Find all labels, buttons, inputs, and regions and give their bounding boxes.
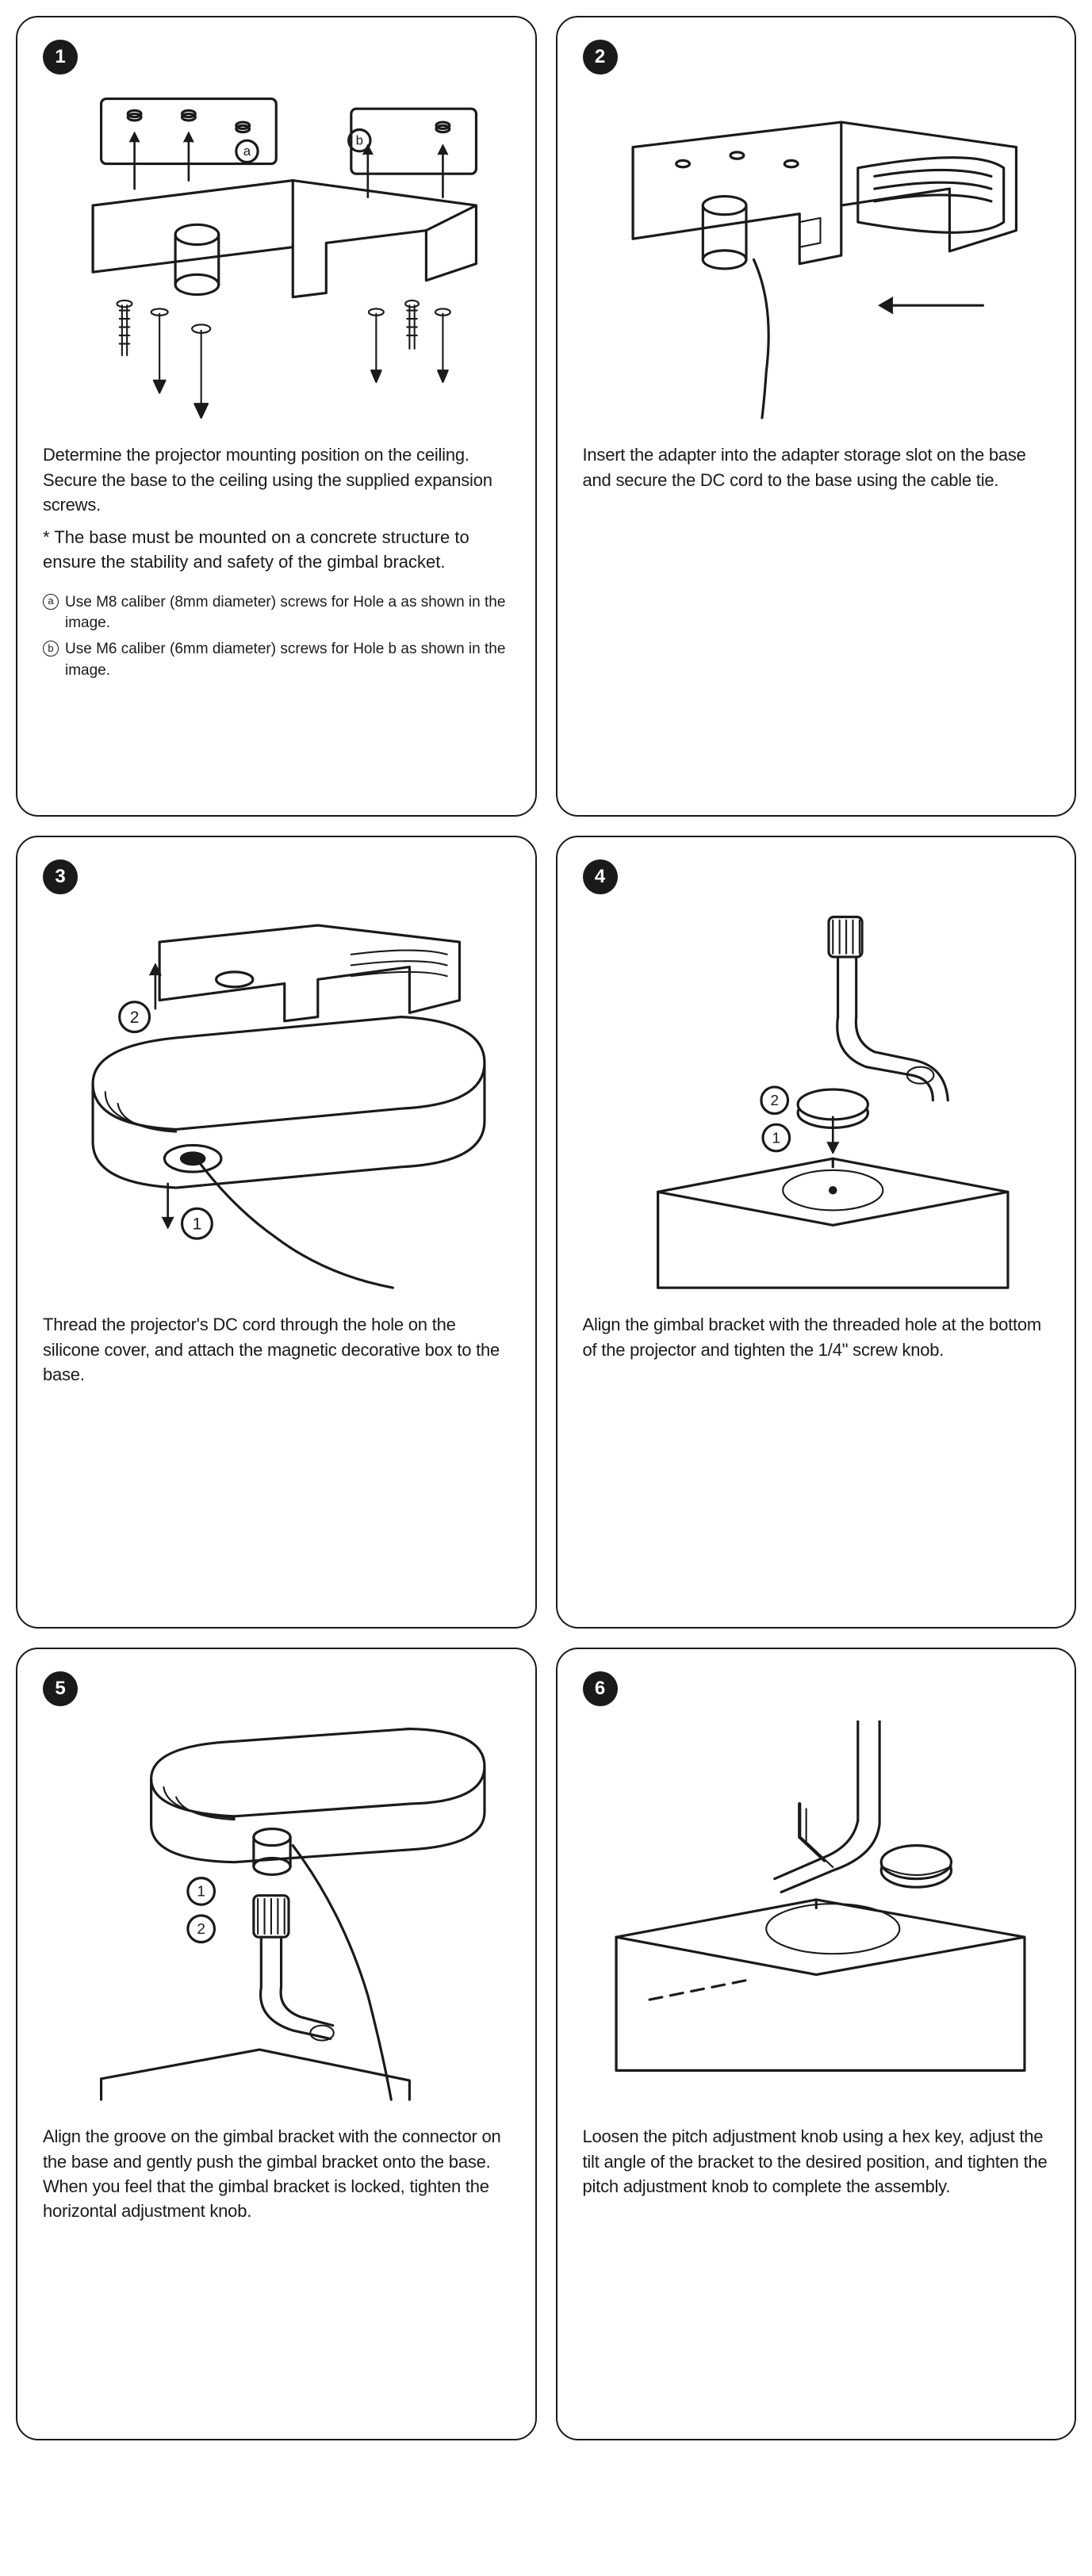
svg-text:2: 2 <box>130 1009 140 1027</box>
step-number-badge: 6 <box>583 1671 618 1706</box>
svg-text:1: 1 <box>772 1130 780 1146</box>
step-description: Insert the adapter into the adapter stor… <box>583 442 1050 492</box>
step-description: Thread the projector's DC cord through t… <box>43 1312 510 1387</box>
svg-text:1: 1 <box>197 1884 205 1900</box>
step-note: * The base must be mounted on a concrete… <box>43 525 510 574</box>
illustration-step-1: a b <box>43 89 510 422</box>
footnote-text: Use M8 caliber (8mm diameter) screws for… <box>65 592 510 635</box>
step-card-1: 1 a b <box>16 16 537 817</box>
footnote-b: b Use M6 caliber (6mm diameter) screws f… <box>43 639 510 682</box>
svg-text:2: 2 <box>770 1093 779 1109</box>
step-description: Align the gimbal bracket with the thread… <box>583 1312 1050 1361</box>
footnote-a: a Use M8 caliber (8mm diameter) screws f… <box>43 592 510 635</box>
step-card-3: 3 2 1 Thread <box>16 836 537 1629</box>
step-card-4: 4 2 1 <box>556 836 1077 1629</box>
svg-text:2: 2 <box>197 1921 205 1938</box>
svg-text:1: 1 <box>193 1215 202 1234</box>
illustration-step-6 <box>583 1721 1050 2103</box>
step-number-badge: 4 <box>583 859 618 894</box>
illustration-step-2 <box>583 89 1050 422</box>
footnote-text: Use M6 caliber (6mm diameter) screws for… <box>65 639 510 682</box>
step-card-2: 2 <box>556 16 1077 817</box>
illustration-step-4: 2 1 <box>583 909 1050 1292</box>
step-footnotes: a Use M8 caliber (8mm diameter) screws f… <box>43 592 510 687</box>
step-number-badge: 3 <box>43 859 78 894</box>
step-description: Determine the projector mounting positio… <box>43 442 510 517</box>
svg-text:a: a <box>243 144 251 159</box>
instruction-grid: 1 a b <box>16 16 1076 2440</box>
step-description: Align the groove on the gimbal bracket w… <box>43 2124 510 2223</box>
step-number-badge: 1 <box>43 40 78 75</box>
footnote-marker-icon: a <box>43 594 59 610</box>
step-card-5: 5 1 2 <box>16 1648 537 2440</box>
illustration-step-5: 1 2 <box>43 1721 510 2103</box>
step-description: Loosen the pitch adjustment knob using a… <box>583 2124 1050 2199</box>
step-number-badge: 2 <box>583 40 618 75</box>
svg-text:b: b <box>356 132 363 147</box>
illustration-step-3: 2 1 <box>43 909 510 1292</box>
footnote-marker-icon: b <box>43 641 59 656</box>
step-number-badge: 5 <box>43 1671 78 1706</box>
step-card-6: 6 <box>556 1648 1077 2440</box>
